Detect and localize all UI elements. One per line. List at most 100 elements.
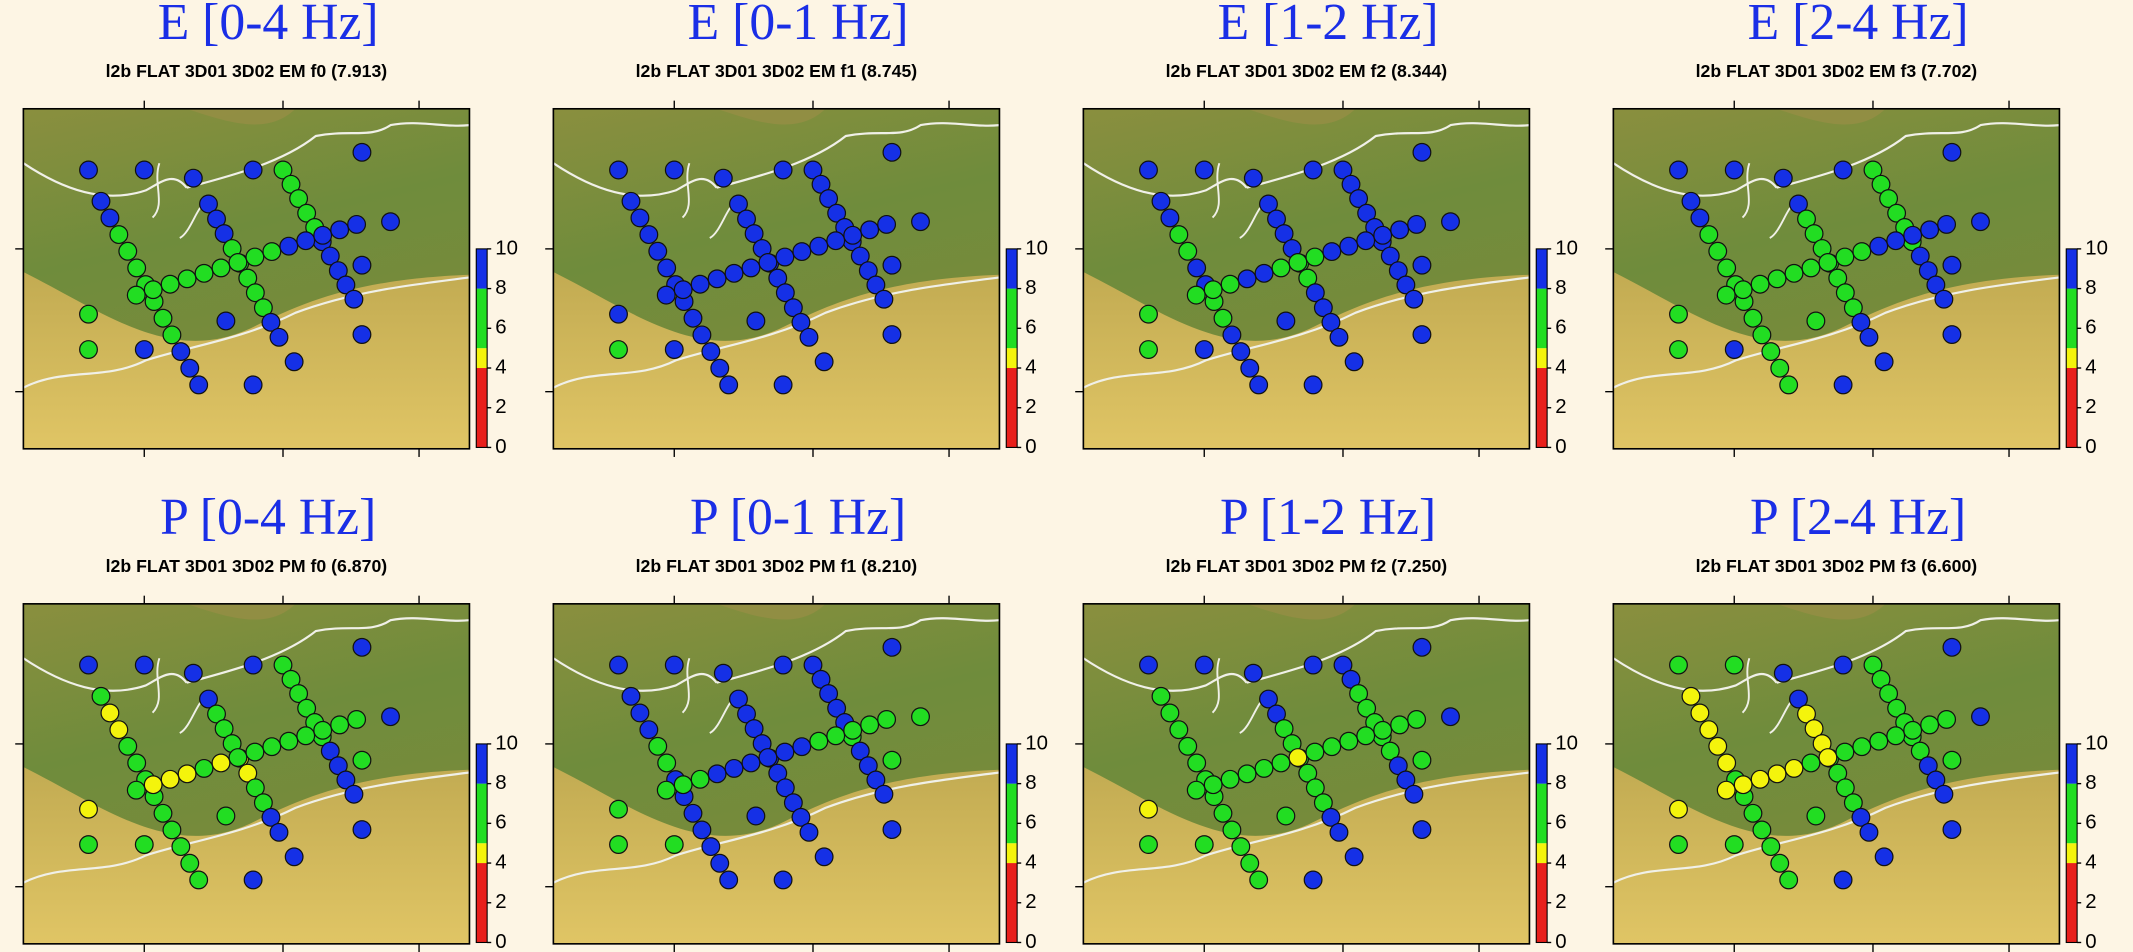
- station-point: [657, 286, 675, 304]
- station-point: [1780, 871, 1798, 889]
- station-point: [1943, 143, 1961, 161]
- station-point: [711, 854, 729, 872]
- station-point: [1413, 143, 1431, 161]
- station-point: [1323, 738, 1341, 756]
- station-point: [1221, 770, 1239, 788]
- station-point: [80, 161, 98, 179]
- colorbar-segment: [1006, 249, 1017, 289]
- station-point: [1802, 754, 1820, 772]
- station-point: [1413, 326, 1431, 344]
- station-point: [725, 760, 743, 778]
- station-point: [1405, 785, 1423, 803]
- panel: E [1-2 Hz]l2b FLAT 3D01 3D02 EM f2 (8.34…: [1075, 0, 1578, 458]
- station-point: [1204, 281, 1222, 299]
- station-point: [172, 343, 190, 361]
- station-point: [1408, 711, 1426, 729]
- station-point: [345, 290, 363, 308]
- station-point: [875, 290, 893, 308]
- station-point: [263, 738, 281, 756]
- panel-subtitle: l2b FLAT 3D01 3D02 EM f3 (7.702): [1696, 61, 1978, 81]
- station-point: [742, 754, 760, 772]
- colorbar-label: 4: [2085, 356, 2096, 378]
- station-point: [844, 226, 862, 244]
- colorbar-segment: [476, 289, 487, 349]
- colorbar-label: 4: [1555, 851, 1566, 873]
- station-point: [610, 836, 628, 854]
- station-point: [1709, 242, 1727, 260]
- station-point: [640, 721, 658, 739]
- station-point: [1853, 243, 1871, 261]
- station-point: [1442, 708, 1460, 726]
- station-point: [1870, 237, 1888, 255]
- station-point: [1330, 823, 1348, 841]
- station-point: [1345, 848, 1363, 866]
- station-point: [1238, 270, 1256, 288]
- colorbar-label: 6: [2085, 812, 2096, 834]
- colorbar-segment: [1006, 784, 1017, 844]
- colorbar-label: 10: [2085, 237, 2108, 259]
- station-point: [1819, 749, 1837, 767]
- station-point: [815, 353, 833, 371]
- station-point: [270, 328, 288, 346]
- station-point: [1250, 871, 1268, 889]
- station-point: [610, 305, 628, 323]
- station-point: [353, 639, 371, 657]
- station-point: [631, 704, 649, 722]
- panel-title: E [1-2 Hz]: [1218, 0, 1439, 51]
- station-point: [1140, 656, 1158, 674]
- colorbar-label: 0: [1025, 931, 1036, 952]
- panel: E [0-1 Hz]l2b FLAT 3D01 3D02 EM f1 (8.74…: [545, 0, 1048, 458]
- station-point: [1725, 656, 1743, 674]
- station-point: [693, 326, 711, 344]
- station-point: [622, 192, 640, 210]
- station-point: [774, 376, 792, 394]
- colorbar-label: 10: [495, 237, 518, 259]
- station-point: [610, 161, 628, 179]
- station-point: [1774, 169, 1792, 187]
- station-point: [353, 256, 371, 274]
- station-point: [1195, 836, 1213, 854]
- colorbar-label: 2: [1025, 891, 1036, 913]
- station-point: [1771, 359, 1789, 377]
- station-point: [1140, 836, 1158, 854]
- station-point: [640, 226, 658, 244]
- station-point: [154, 309, 172, 327]
- station-point: [742, 259, 760, 277]
- panel-title: E [0-1 Hz]: [688, 0, 909, 51]
- station-point: [1214, 309, 1232, 327]
- colorbar-segment: [2066, 249, 2077, 289]
- station-point: [1860, 328, 1878, 346]
- station-point: [144, 281, 162, 299]
- station-point: [246, 248, 264, 266]
- station-point: [244, 871, 262, 889]
- panel-title: E [0-4 Hz]: [158, 0, 379, 51]
- station-point: [1413, 639, 1431, 657]
- colorbar-segment: [1006, 843, 1017, 863]
- station-point: [244, 656, 262, 674]
- station-point: [1214, 804, 1232, 822]
- colorbar-label: 2: [2085, 891, 2096, 913]
- station-point: [80, 656, 98, 674]
- colorbar-label: 4: [495, 851, 506, 873]
- station-point: [212, 259, 230, 277]
- colorbar-label: 0: [495, 931, 506, 952]
- station-point: [657, 781, 675, 799]
- station-point: [1330, 328, 1348, 346]
- station-point: [1140, 341, 1158, 359]
- station-point: [1734, 281, 1752, 299]
- station-point: [244, 376, 262, 394]
- colorbar-label: 0: [1025, 436, 1036, 458]
- panel-title: E [2-4 Hz]: [1748, 0, 1969, 51]
- station-point: [1834, 871, 1852, 889]
- station-point: [110, 721, 128, 739]
- station-point: [1834, 376, 1852, 394]
- station-point: [163, 821, 181, 839]
- station-point: [127, 286, 145, 304]
- panel-subtitle: l2b FLAT 3D01 3D02 EM f0 (7.913): [106, 61, 388, 81]
- station-point: [1751, 275, 1769, 293]
- colorbar-label: 6: [1025, 812, 1036, 834]
- station-point: [195, 760, 213, 778]
- station-point: [1887, 232, 1905, 250]
- station-point: [135, 161, 153, 179]
- station-point: [759, 749, 777, 767]
